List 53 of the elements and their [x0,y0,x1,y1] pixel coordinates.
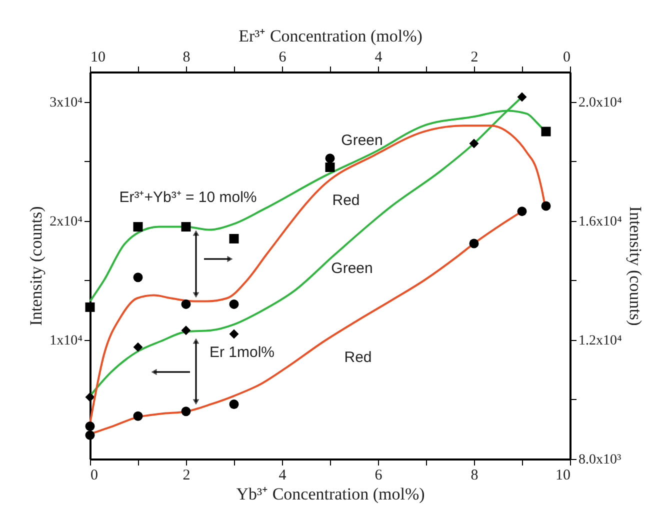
y2-tick-label: 2.0x10⁴ [578,95,622,110]
x-tick-label: 10 [556,468,570,484]
x-axis-title: Yb³⁺ Concentration (mol%) [236,484,425,504]
x2-tick-label: 6 [278,50,287,66]
point [85,302,95,312]
point [517,92,527,102]
point [133,411,143,421]
point [85,422,95,431]
annotation: Red [344,349,372,366]
x-tick-label: 4 [278,468,287,484]
point [325,162,335,172]
point [181,299,191,309]
point [133,272,143,282]
point [133,342,143,352]
point [469,138,479,148]
point [229,399,239,409]
x-tick-label: 0 [90,468,98,484]
point [85,392,95,402]
y2-axis-title: Intensity (counts) [626,206,645,326]
x2-tick-label: 10 [90,50,106,66]
x-tick-label: 2 [182,468,190,484]
point [229,299,239,309]
point [541,201,551,211]
x-tick-label: 6 [374,468,383,484]
point [85,430,95,440]
y-tick-label: 2x10⁴ [50,214,83,230]
x2-tick-label: 0 [563,50,570,66]
y-axis-title: Intensity (counts) [26,206,46,326]
point [229,329,239,339]
x-tick-label: 8 [470,468,478,484]
annotation: Green [331,260,373,277]
point [181,326,191,336]
x2-tick-label: 4 [374,50,383,66]
x2-axis-title: Er³⁺ Concentration (mol%) [238,26,422,46]
point [181,406,191,416]
x2-tick-label: 8 [182,50,190,66]
annotation: Er 1mol% [209,344,275,361]
x2-tick-label: 2 [470,50,478,66]
point [133,222,143,232]
y-tick-label: 1x10⁴ [50,333,83,348]
y2-tick-label: 8.0x10³ [578,452,622,468]
point [325,154,335,164]
y-tick-label: 3x10⁴ [50,95,83,110]
point [181,222,191,232]
annotation: Er³⁺+Yb³⁺ = 10 mol% [119,189,257,206]
annotation: Red [332,192,360,209]
annotation: Green [341,132,383,149]
point [469,238,479,248]
point [541,126,551,136]
point [229,234,239,244]
point [517,206,527,216]
y2-tick-label: 1.2x10⁴ [578,333,622,348]
y2-tick-label: 1.6x10⁴ [578,214,622,230]
